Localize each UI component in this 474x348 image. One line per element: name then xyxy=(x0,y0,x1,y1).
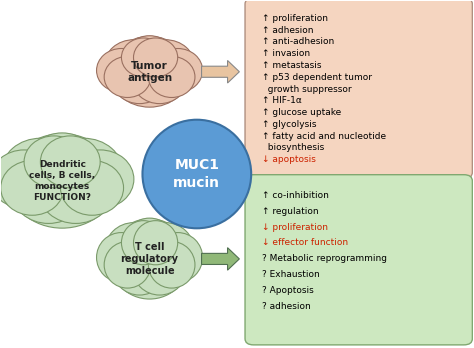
Text: ↑ fatty acid and nucleotide: ↑ fatty acid and nucleotide xyxy=(262,132,386,141)
Ellipse shape xyxy=(134,221,178,265)
Text: ? Apoptosis: ? Apoptosis xyxy=(262,286,314,295)
FancyBboxPatch shape xyxy=(245,0,473,179)
Ellipse shape xyxy=(45,138,123,206)
Text: ? Metabolic reprogramming: ? Metabolic reprogramming xyxy=(262,254,387,263)
Ellipse shape xyxy=(137,223,194,280)
Ellipse shape xyxy=(134,38,178,77)
Text: ↑ invasion: ↑ invasion xyxy=(262,49,310,58)
Text: ↑ proliferation: ↑ proliferation xyxy=(262,14,328,23)
Ellipse shape xyxy=(137,40,194,91)
Text: Tumor
antigen: Tumor antigen xyxy=(127,61,172,83)
Text: ↑ glycolysis: ↑ glycolysis xyxy=(262,120,317,129)
Ellipse shape xyxy=(105,40,163,91)
Text: ↓ proliferation: ↓ proliferation xyxy=(262,222,328,231)
Ellipse shape xyxy=(123,36,176,82)
Ellipse shape xyxy=(148,56,195,97)
Ellipse shape xyxy=(66,150,134,208)
Text: ↑ regulation: ↑ regulation xyxy=(262,207,319,215)
Ellipse shape xyxy=(104,56,151,97)
Ellipse shape xyxy=(27,133,98,194)
Text: ↑ adhesion: ↑ adhesion xyxy=(262,26,313,35)
Text: ↓ apoptosis: ↓ apoptosis xyxy=(262,155,316,164)
Ellipse shape xyxy=(97,48,146,93)
Text: ? adhesion: ? adhesion xyxy=(262,302,311,311)
Text: ↑ co-inhibition: ↑ co-inhibition xyxy=(262,191,329,200)
Text: biosynthesis: biosynthesis xyxy=(262,143,324,152)
Ellipse shape xyxy=(112,55,167,104)
Text: ↑ HIF-1α: ↑ HIF-1α xyxy=(262,96,302,105)
FancyArrow shape xyxy=(201,248,239,270)
Ellipse shape xyxy=(153,232,202,282)
Ellipse shape xyxy=(109,219,190,299)
Ellipse shape xyxy=(39,159,113,223)
Ellipse shape xyxy=(104,242,151,288)
Text: ? Exhaustion: ? Exhaustion xyxy=(262,270,320,279)
Ellipse shape xyxy=(112,240,167,295)
Text: ↑ metastasis: ↑ metastasis xyxy=(262,61,321,70)
Ellipse shape xyxy=(132,55,187,104)
Ellipse shape xyxy=(143,120,251,228)
Ellipse shape xyxy=(132,240,187,295)
Text: T cell
regulatory
molecule: T cell regulatory molecule xyxy=(120,242,179,276)
Ellipse shape xyxy=(148,242,195,288)
Ellipse shape xyxy=(121,221,165,265)
Ellipse shape xyxy=(24,136,84,188)
Ellipse shape xyxy=(8,134,117,228)
Ellipse shape xyxy=(1,160,64,215)
Ellipse shape xyxy=(61,160,124,215)
Text: growth suppressor: growth suppressor xyxy=(262,85,352,94)
FancyArrow shape xyxy=(201,61,239,83)
Ellipse shape xyxy=(0,150,58,208)
Text: ↓ effector function: ↓ effector function xyxy=(262,238,348,247)
Ellipse shape xyxy=(121,38,165,77)
FancyBboxPatch shape xyxy=(245,175,473,345)
Ellipse shape xyxy=(153,48,202,93)
Ellipse shape xyxy=(40,136,100,188)
Ellipse shape xyxy=(97,232,146,282)
Text: MUC1
mucin: MUC1 mucin xyxy=(173,158,220,190)
Text: Dendritic
cells, B cells,
monocytes
FUNCTION?: Dendritic cells, B cells, monocytes FUNC… xyxy=(29,160,95,202)
Text: ↑ anti-adhesion: ↑ anti-adhesion xyxy=(262,38,334,46)
Text: ↑ glucose uptake: ↑ glucose uptake xyxy=(262,108,341,117)
Ellipse shape xyxy=(1,138,80,206)
Ellipse shape xyxy=(123,218,176,270)
Ellipse shape xyxy=(11,159,85,223)
Text: ↑ p53 dependent tumor: ↑ p53 dependent tumor xyxy=(262,73,372,82)
Ellipse shape xyxy=(105,223,163,280)
Ellipse shape xyxy=(109,36,190,107)
